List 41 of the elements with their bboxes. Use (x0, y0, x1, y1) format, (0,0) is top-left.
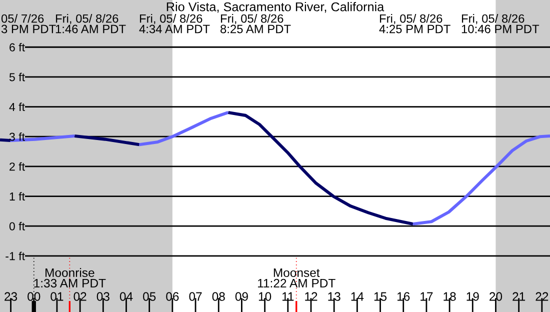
x-tick-label: 02 (74, 292, 86, 301)
x-tick-label: 17 (420, 292, 433, 301)
x-tick-label: 07 (189, 292, 202, 301)
x-tick-label: 03 (96, 292, 110, 301)
x-tick-label: 19 (466, 292, 479, 301)
y-tick-label: 2 ft (10, 162, 25, 171)
x-tick-label: 00 (28, 292, 40, 301)
annotation: Fri, 05/ 8/26 4:34 AM PDT (139, 14, 210, 34)
x-tick-label: 05 (143, 292, 156, 301)
x-tick-label: 08 (212, 292, 225, 301)
x-tick-label: 18 (444, 292, 456, 301)
x-tick-label: 10 (258, 292, 272, 301)
y-tick-label: 6 ft (10, 42, 25, 52)
y-tick-label: -1 ft (6, 252, 25, 260)
y-tick-label: 1 ft (10, 192, 25, 201)
x-tick-label: 11 (282, 292, 294, 301)
y-tick-label: 4 ft (9, 102, 25, 112)
x-tick-label: 16 (397, 292, 410, 301)
x-tick-label: 13 (328, 292, 340, 301)
y-tick-label: 5 ft (9, 72, 25, 82)
x-tick-label: 12 (305, 292, 318, 301)
x-tick-label: 14 (351, 292, 364, 301)
x-tick-label: 22 (536, 292, 548, 301)
ref-line-label: Moonset 11:22 AM PDT (258, 268, 336, 288)
x-tick-label: 20 (490, 292, 502, 301)
chart-title: Rio Vista, Sacramento River, California (166, 2, 384, 13)
x-tick-label: 09 (235, 292, 248, 301)
x-tick-label: 01 (50, 292, 64, 301)
x-tick-label: 04 (120, 292, 133, 301)
y-tick-label: 0 ft (9, 222, 25, 230)
x-tick-label: 23 (4, 292, 18, 301)
annotation: Fri, 05/ 8/26 4:25 PM PDT (379, 14, 450, 34)
annotation: Fri, 05/ 8/26 1:46 AM PDT (56, 14, 126, 34)
annotation: 05/ 7/26 3 PM PDT (1, 14, 56, 34)
annotation: Fri, 05/ 8/26 10:46 PM PDT (462, 14, 540, 34)
ref-line-label: Moonrise 1:33 AM PDT (34, 268, 106, 288)
x-tick-label: 15 (374, 292, 387, 301)
x-tick-label: 21 (512, 292, 526, 301)
y-tick-label: 3 ft (9, 132, 25, 141)
x-tick-label: 06 (166, 292, 179, 301)
annotation: Fri, 05/ 8/26 8:25 AM PDT (220, 14, 291, 34)
